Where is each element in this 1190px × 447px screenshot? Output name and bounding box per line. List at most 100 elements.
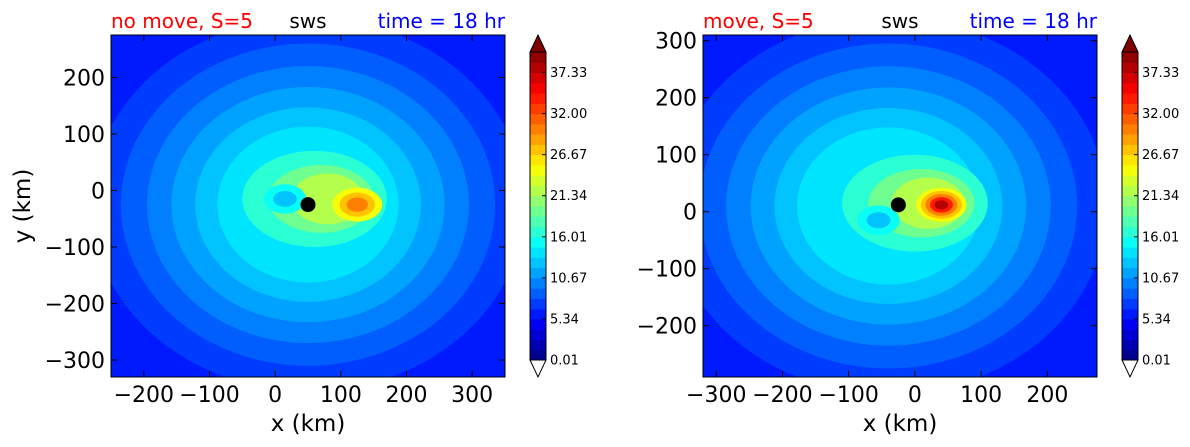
colorbar-band xyxy=(530,236,546,248)
y-tick-label: 100 xyxy=(655,144,697,169)
colorbar-band xyxy=(1122,277,1138,289)
x-tick-label: −200 xyxy=(114,383,174,408)
x-tick-label: −100 xyxy=(179,383,239,408)
colorbar-tick-label: 16.01 xyxy=(1142,230,1179,245)
colorbar-tick-label: 37.33 xyxy=(550,66,587,81)
contour-band xyxy=(866,212,891,229)
colorbar-band xyxy=(530,257,546,269)
chart-title-right: time = 18 hr xyxy=(970,9,1098,33)
colorbar-band xyxy=(530,216,546,228)
colorbar-tick-label: 5.34 xyxy=(550,312,579,327)
colorbar-tick-label: 10.67 xyxy=(550,271,587,286)
colorbar-frame xyxy=(529,51,547,361)
storm-center-marker xyxy=(300,197,316,213)
y-tick-label: 300 xyxy=(655,30,697,55)
chart-title-center: sws xyxy=(881,9,918,33)
colorbar-band xyxy=(1122,154,1138,166)
colorbar-tick-label: 0.01 xyxy=(550,354,579,369)
contour-field xyxy=(703,35,1097,377)
colorbar-tick-label: 37.33 xyxy=(1142,66,1179,81)
x-tick-label: −100 xyxy=(818,383,878,408)
x-tick-label: −200 xyxy=(752,383,812,408)
contour-band xyxy=(346,197,368,212)
colorbar: 37.33 32.00 26.67 21.34 16.01 10.67 5.34 0.01 xyxy=(1121,33,1179,379)
colorbar-band xyxy=(1122,164,1138,176)
colorbar-band xyxy=(530,175,546,186)
colorbar-band xyxy=(1122,62,1138,74)
colorbar-band xyxy=(1122,236,1138,248)
chart-title-right: time = 18 hr xyxy=(378,9,506,33)
colorbar-band xyxy=(1122,82,1138,94)
plot-area xyxy=(702,34,1098,378)
x-tick-label: 200 xyxy=(386,383,428,408)
colorbar-tick-label: 0.01 xyxy=(1142,354,1171,369)
colorbar-tick-label: 32.00 xyxy=(1142,107,1179,122)
colorbar-band xyxy=(530,318,546,330)
colorbar-band xyxy=(530,329,546,340)
colorbar-tick-label: 21.34 xyxy=(1142,189,1179,204)
y-tick-label: −100 xyxy=(45,236,105,261)
colorbar-band xyxy=(530,247,546,258)
colorbar-band xyxy=(1122,288,1138,299)
colorbar-band xyxy=(530,206,546,217)
colorbar-tick-label: 21.34 xyxy=(550,189,587,204)
colorbar-band xyxy=(530,339,546,351)
colorbar-band xyxy=(1122,175,1138,186)
colorbar-tick-label: 26.67 xyxy=(1142,148,1179,163)
colorbar-band xyxy=(530,154,546,166)
colorbar-band xyxy=(530,93,546,104)
colorbar-band xyxy=(530,226,546,238)
colorbar-band xyxy=(1122,339,1138,351)
colorbar-band xyxy=(530,185,546,197)
colorbar-band xyxy=(1122,123,1138,135)
y-tick-label: −200 xyxy=(637,315,697,340)
contour-field xyxy=(111,35,505,377)
x-axis-label: x (km) xyxy=(271,411,346,437)
colorbar-band xyxy=(530,82,546,94)
colorbar-band xyxy=(1122,52,1138,63)
y-axis-label: y (km) xyxy=(10,169,36,244)
chart-panel-right: move, S=5 sws time = 18 hr −300 −200 −100 0… xyxy=(637,9,1180,437)
y-tick-label: 0 xyxy=(91,179,105,204)
x-tick-label: −300 xyxy=(686,383,746,408)
colorbar-band xyxy=(1122,318,1138,330)
colorbar-band xyxy=(1122,93,1138,104)
colorbar-band xyxy=(1122,329,1138,340)
colorbar: 37.33 32.00 26.67 21.34 16.01 10.67 5.34 0.01 xyxy=(529,33,587,379)
x-tick-label: 0 xyxy=(908,383,922,408)
y-tick-label: −200 xyxy=(45,293,105,318)
colorbar-band xyxy=(530,144,546,156)
colorbar-tick-label: 5.34 xyxy=(1142,312,1171,327)
colorbar-band xyxy=(1122,144,1138,156)
colorbar-frame xyxy=(1121,51,1139,361)
colorbar-band xyxy=(1122,113,1138,125)
colorbar-tick-label: 10.67 xyxy=(1142,271,1179,286)
colorbar-tick-label: 26.67 xyxy=(550,148,587,163)
colorbar-tick-label: 32.00 xyxy=(550,107,587,122)
colorbar-band xyxy=(1122,206,1138,217)
colorbar-band xyxy=(530,298,546,310)
colorbar-extend-max xyxy=(529,33,547,53)
colorbar-band xyxy=(530,349,546,361)
chart-title-left: no move, S=5 xyxy=(111,9,253,33)
chart-title-center: sws xyxy=(289,9,326,33)
colorbar-band xyxy=(530,123,546,135)
colorbar-band xyxy=(1122,185,1138,197)
colorbar-band xyxy=(1122,226,1138,238)
colorbar-band xyxy=(530,288,546,299)
chart-panel-left: no move, S=5 sws time = 18 hr −200 −100 0 1… xyxy=(10,9,587,437)
colorbar-band xyxy=(530,52,546,63)
colorbar-extend-max xyxy=(1121,33,1139,53)
y-tick-label: 200 xyxy=(655,87,697,112)
x-tick-label: 100 xyxy=(320,383,362,408)
colorbar-band xyxy=(1122,257,1138,269)
colorbar-band xyxy=(1122,216,1138,228)
colorbar-band xyxy=(530,195,546,207)
y-tick-label: 0 xyxy=(683,201,697,226)
colorbar-band xyxy=(1122,298,1138,310)
colorbar-extend-min xyxy=(1121,359,1139,379)
colorbar-band xyxy=(530,164,546,176)
colorbar-band xyxy=(530,103,546,115)
